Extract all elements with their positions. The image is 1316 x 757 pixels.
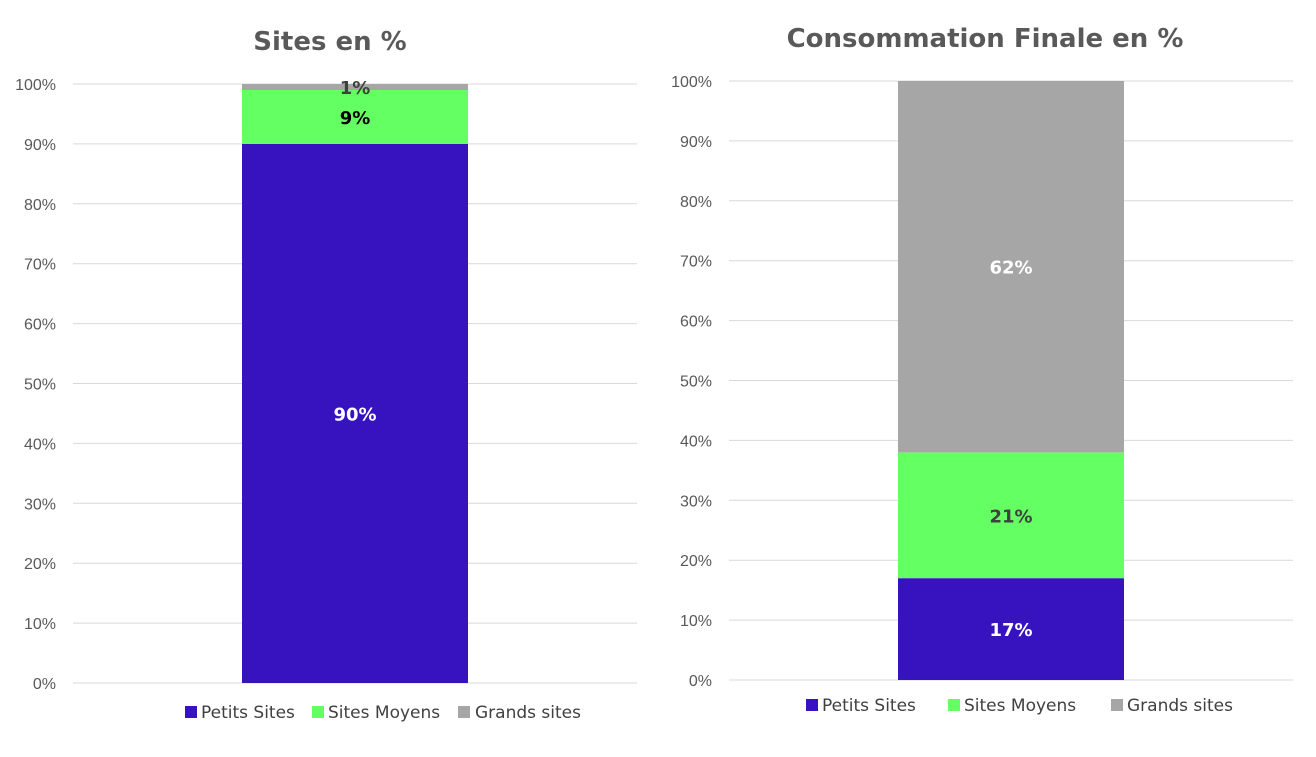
data-label: 1% <box>340 78 371 99</box>
data-label: 9% <box>340 108 371 129</box>
y-tick-label: 80% <box>24 197 56 214</box>
data-label: 90% <box>333 404 376 425</box>
bar-segment-petits-sites <box>242 143 468 683</box>
legend-label: Petits Sites <box>822 696 916 716</box>
y-tick-label: 20% <box>24 556 56 573</box>
y-tick-label: 100% <box>671 74 712 91</box>
y-tick-label: 70% <box>24 257 56 274</box>
y-tick-label: 90% <box>24 137 56 154</box>
y-tick-label: 90% <box>680 134 712 151</box>
legend-label: Grands sites <box>1127 696 1233 716</box>
data-label: 17% <box>989 620 1032 641</box>
chart-title: Sites en % <box>253 27 406 57</box>
y-tick-label: 20% <box>680 553 712 570</box>
y-tick-label: 10% <box>24 616 56 633</box>
y-tick-label: 0% <box>33 676 56 693</box>
y-tick-label: 10% <box>680 613 712 630</box>
y-tick-label: 60% <box>680 314 712 331</box>
legend-swatch <box>1111 699 1123 711</box>
legend-swatch <box>312 706 324 718</box>
legend-swatch <box>806 699 818 711</box>
legend-label: Sites Moyens <box>328 703 440 723</box>
y-tick-label: 50% <box>680 374 712 391</box>
y-tick-label: 70% <box>680 254 712 271</box>
legend-label: Petits Sites <box>201 703 295 723</box>
bar-segment-grands-sites <box>898 81 1124 453</box>
legend-swatch <box>185 706 197 718</box>
legend-swatch <box>458 706 470 718</box>
y-tick-label: 40% <box>680 433 712 450</box>
bar-segment-sites-moyens <box>242 89 468 144</box>
y-tick-label: 80% <box>680 194 712 211</box>
y-tick-label: 60% <box>24 317 56 334</box>
y-tick-label: 30% <box>24 496 56 513</box>
y-tick-label: 30% <box>680 493 712 510</box>
y-tick-label: 40% <box>24 436 56 453</box>
y-tick-label: 0% <box>689 673 712 690</box>
legend-label: Grands sites <box>475 703 581 723</box>
bar-segment-sites-moyens <box>898 452 1124 579</box>
legend-swatch <box>948 699 960 711</box>
y-tick-label: 100% <box>15 77 56 94</box>
chart-title: Consommation Finale en % <box>787 24 1184 54</box>
data-label: 21% <box>989 506 1032 527</box>
data-label: 62% <box>989 258 1032 279</box>
bar-segment-grands-sites <box>242 84 468 90</box>
bar-segment-petits-sites <box>898 578 1124 680</box>
legend-label: Sites Moyens <box>964 696 1076 716</box>
y-tick-label: 50% <box>24 377 56 394</box>
